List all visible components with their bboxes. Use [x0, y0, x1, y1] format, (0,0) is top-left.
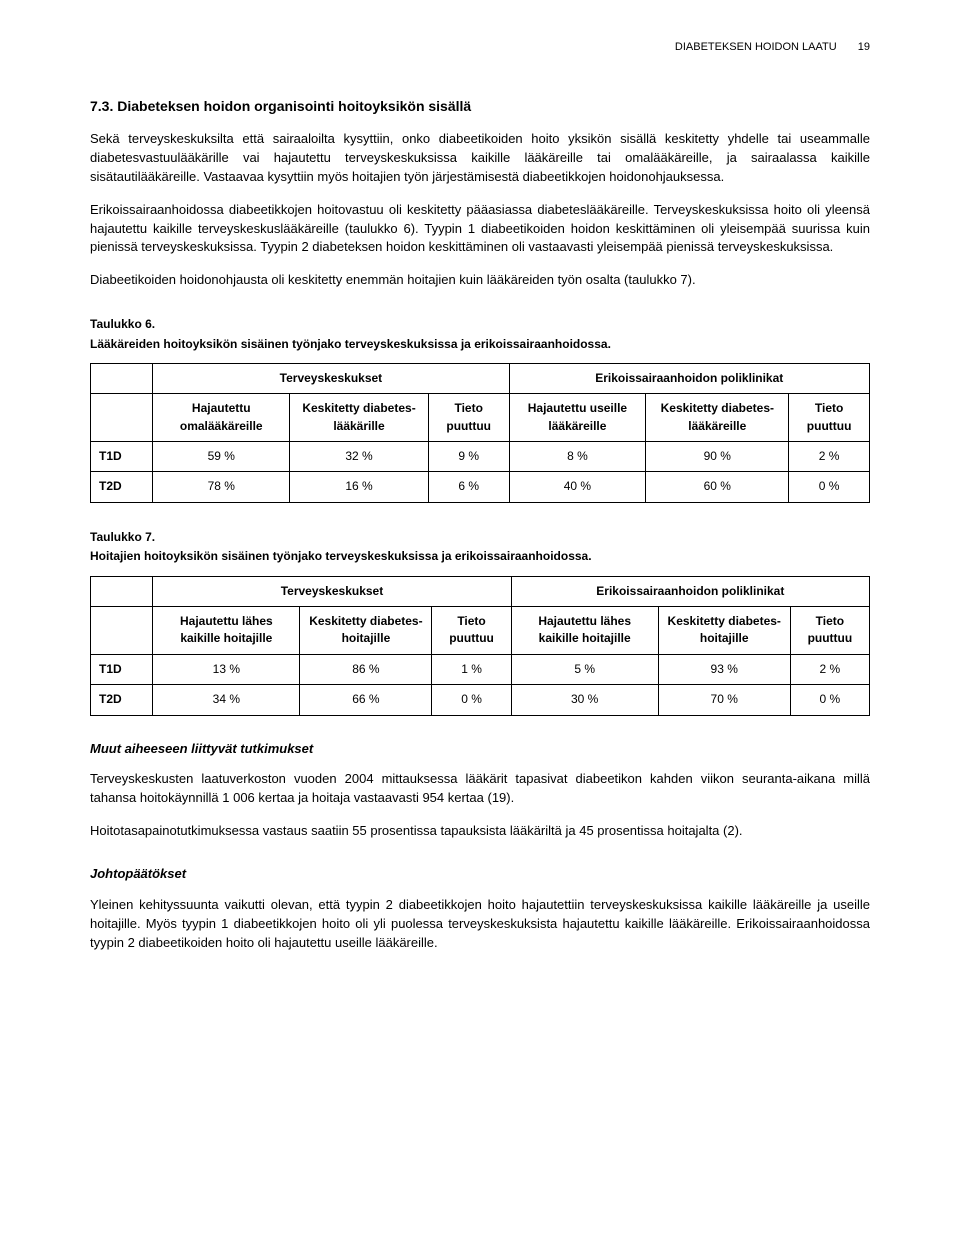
table6-cell: 6 %	[428, 472, 509, 502]
table6-group-header: Terveyskeskukset	[153, 363, 509, 393]
body-paragraph: Hoitotasapainotutkimuksessa vastaus saat…	[90, 822, 870, 841]
table7-empty-cell	[91, 607, 153, 655]
doc-title: DIABETEKSEN HOIDON LAATU	[675, 41, 837, 53]
table6: Terveyskeskukset Erikoissairaanhoidon po…	[90, 363, 870, 503]
table6-empty-cell	[91, 394, 153, 442]
table7-cell: 5 %	[511, 654, 658, 684]
table7: Terveyskeskukset Erikoissairaanhoidon po…	[90, 576, 870, 716]
table7-cell: 66 %	[300, 685, 432, 715]
page-header: DIABETEKSEN HOIDON LAATU 19	[90, 40, 870, 56]
table7-empty-corner	[91, 576, 153, 606]
table7-cell: 13 %	[153, 654, 300, 684]
table6-cell: 78 %	[153, 472, 290, 502]
table7-cell: 1 %	[432, 654, 511, 684]
table6-col-header: Hajautettu useille lääkäreille	[509, 394, 646, 442]
section-heading: 7.3. Diabeteksen hoidon organisointi hoi…	[90, 96, 870, 116]
table7-group-header-row: Terveyskeskukset Erikoissairaanhoidon po…	[91, 576, 870, 606]
table7-cell: 0 %	[790, 685, 869, 715]
table-row: T2D 34 % 66 % 0 % 30 % 70 % 0 %	[91, 685, 870, 715]
table6-cell: 60 %	[646, 472, 789, 502]
table7-caption: Taulukko 7.	[90, 529, 870, 546]
table7-row-label: T1D	[91, 654, 153, 684]
table-row: T2D 78 % 16 % 6 % 40 % 60 % 0 %	[91, 472, 870, 502]
related-heading: Muut aiheeseen liittyvät tutkimukset	[90, 740, 870, 759]
table7-col-header: Keskitetty diabetes-hoitajille	[658, 607, 790, 655]
page-number: 19	[858, 41, 870, 53]
table6-cell: 2 %	[789, 442, 870, 472]
body-paragraph: Erikoissairaanhoidossa diabeetikkojen ho…	[90, 201, 870, 258]
table7-group-header: Erikoissairaanhoidon poliklinikat	[511, 576, 869, 606]
table7-cell: 30 %	[511, 685, 658, 715]
table6-cell: 40 %	[509, 472, 646, 502]
table6-col-header: Keskitetty diabetes-lääkäreille	[646, 394, 789, 442]
table6-subheader-row: Hajautettu omalääkäreille Keskitetty dia…	[91, 394, 870, 442]
table7-cell: 93 %	[658, 654, 790, 684]
table6-empty-corner	[91, 363, 153, 393]
table7-cell: 86 %	[300, 654, 432, 684]
table6-col-header: Tieto puuttuu	[428, 394, 509, 442]
table7-group-header: Terveyskeskukset	[153, 576, 511, 606]
table6-cell: 32 %	[290, 442, 429, 472]
table7-cell: 70 %	[658, 685, 790, 715]
table6-cell: 90 %	[646, 442, 789, 472]
table6-row-label: T2D	[91, 472, 153, 502]
body-paragraph: Yleinen kehityssuunta vaikutti olevan, e…	[90, 896, 870, 953]
table-row: T1D 59 % 32 % 9 % 8 % 90 % 2 %	[91, 442, 870, 472]
table6-col-header: Tieto puuttuu	[789, 394, 870, 442]
table7-col-header: Tieto puuttuu	[432, 607, 511, 655]
body-paragraph: Diabeetikoiden hoidonohjausta oli keskit…	[90, 271, 870, 290]
table7-col-header: Hajautettu lähes kaikille hoitajille	[511, 607, 658, 655]
table6-col-header: Keskitetty diabetes-lääkärille	[290, 394, 429, 442]
table6-cell: 16 %	[290, 472, 429, 502]
table6-group-header-row: Terveyskeskukset Erikoissairaanhoidon po…	[91, 363, 870, 393]
table7-cell: 34 %	[153, 685, 300, 715]
conclusions-heading: Johtopäätökset	[90, 865, 870, 884]
table6-group-header: Erikoissairaanhoidon poliklinikat	[509, 363, 869, 393]
table7-col-header: Tieto puuttuu	[790, 607, 869, 655]
table6-subcaption: Lääkäreiden hoitoyksikön sisäinen työnja…	[90, 336, 870, 353]
body-paragraph: Sekä terveyskeskuksilta että sairaaloilt…	[90, 130, 870, 187]
table7-cell: 2 %	[790, 654, 869, 684]
table6-caption: Taulukko 6.	[90, 316, 870, 333]
table7-row-label: T2D	[91, 685, 153, 715]
table7-subcaption: Hoitajien hoitoyksikön sisäinen työnjako…	[90, 548, 870, 565]
body-paragraph: Terveyskeskusten laatuverkoston vuoden 2…	[90, 770, 870, 808]
table7-col-header: Hajautettu lähes kaikille hoitajille	[153, 607, 300, 655]
table-row: T1D 13 % 86 % 1 % 5 % 93 % 2 %	[91, 654, 870, 684]
table6-cell: 0 %	[789, 472, 870, 502]
table7-cell: 0 %	[432, 685, 511, 715]
table6-row-label: T1D	[91, 442, 153, 472]
table6-cell: 8 %	[509, 442, 646, 472]
table6-cell: 59 %	[153, 442, 290, 472]
table7-col-header: Keskitetty diabetes-hoitajille	[300, 607, 432, 655]
table6-col-header: Hajautettu omalääkäreille	[153, 394, 290, 442]
table7-subheader-row: Hajautettu lähes kaikille hoitajille Kes…	[91, 607, 870, 655]
table6-cell: 9 %	[428, 442, 509, 472]
